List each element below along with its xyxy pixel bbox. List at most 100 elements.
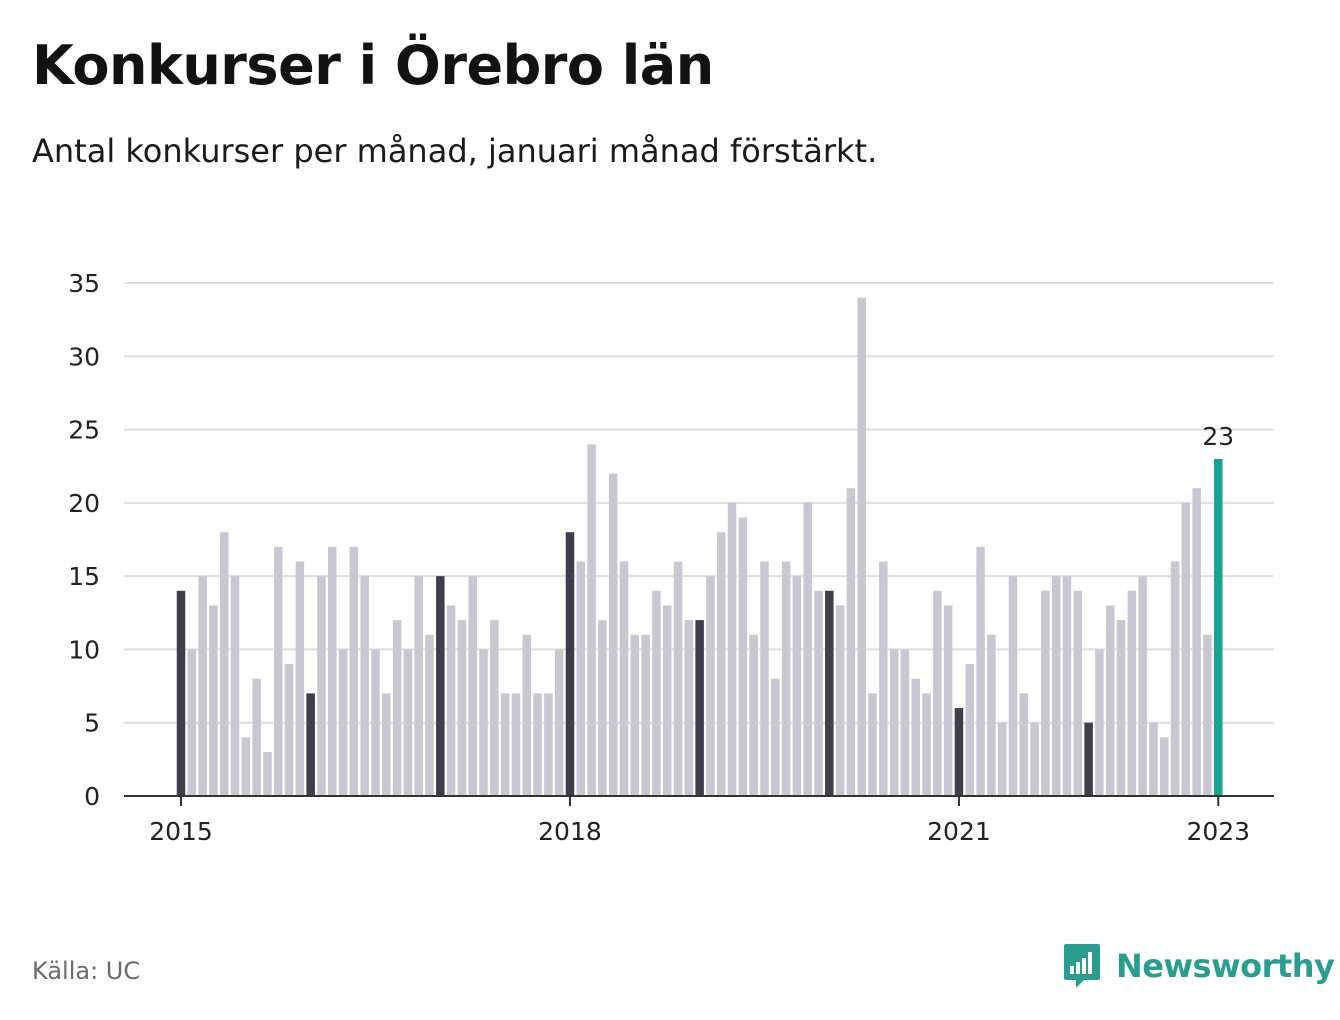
bar	[414, 576, 423, 796]
bar	[879, 561, 888, 796]
y-tick-label: 10	[68, 635, 100, 664]
bar	[317, 576, 326, 796]
bar	[230, 576, 240, 796]
bar	[446, 605, 456, 796]
bar	[781, 561, 791, 796]
bar	[846, 488, 856, 796]
bar	[1105, 605, 1115, 796]
bar	[965, 664, 975, 796]
chart-subtitle: Antal konkurser per månad, januari månad…	[32, 132, 878, 170]
bar-january	[176, 590, 186, 796]
bar	[619, 561, 629, 796]
bar-january	[306, 693, 315, 796]
y-tick-label: 15	[68, 562, 100, 591]
bar	[608, 473, 618, 796]
bar	[554, 649, 564, 796]
bar-january	[436, 576, 445, 796]
bar	[900, 649, 910, 796]
bar	[1008, 576, 1018, 796]
bar	[1160, 737, 1169, 796]
bar	[544, 693, 553, 796]
y-tick-label: 25	[68, 416, 100, 445]
bar-january	[954, 708, 964, 796]
bar	[576, 561, 586, 796]
bar	[338, 649, 348, 796]
bar	[587, 444, 596, 796]
bar	[360, 576, 369, 796]
grid-lines	[124, 282, 1274, 724]
bar	[792, 576, 802, 796]
bar	[868, 693, 877, 796]
bar	[349, 546, 359, 796]
bar	[219, 532, 229, 796]
bar	[933, 590, 942, 796]
bar	[1041, 590, 1050, 796]
bar	[500, 693, 510, 796]
x-tick-label: 2021	[927, 817, 991, 846]
brand[interactable]: Newsworthy	[1062, 942, 1335, 990]
y-tick-label: 5	[84, 709, 100, 738]
bar	[803, 502, 812, 796]
bar	[479, 649, 488, 796]
bar	[1203, 634, 1212, 796]
bar	[263, 752, 272, 796]
brand-name: Newsworthy	[1116, 947, 1335, 985]
y-tick-label: 0	[84, 782, 100, 811]
bar	[976, 546, 985, 796]
bar	[241, 737, 251, 796]
bar	[403, 649, 413, 796]
bar	[382, 693, 391, 796]
bar	[943, 605, 953, 796]
bar	[706, 576, 715, 796]
bar	[889, 649, 899, 796]
bar	[273, 546, 283, 796]
bar	[1062, 576, 1072, 796]
bar	[328, 546, 337, 796]
bar	[392, 620, 402, 796]
bar	[533, 693, 542, 796]
bar	[760, 561, 769, 796]
latest-value-label: 23	[1202, 422, 1234, 451]
bar	[1116, 620, 1126, 796]
bar	[987, 634, 996, 796]
y-tick-label: 20	[68, 489, 100, 518]
bar	[835, 605, 845, 796]
bar	[652, 590, 661, 796]
bar-january	[695, 620, 704, 796]
bar	[717, 532, 726, 796]
bar	[814, 590, 823, 796]
bar	[997, 722, 1007, 796]
bar	[771, 678, 780, 796]
source-label: Källa: UC	[32, 957, 141, 985]
bar	[684, 620, 694, 796]
bar	[1073, 590, 1083, 796]
bar	[1149, 722, 1158, 796]
bar	[371, 649, 380, 796]
bar	[511, 693, 521, 796]
bar	[1127, 590, 1137, 796]
bar	[425, 634, 434, 796]
bar-january	[825, 590, 834, 796]
bar	[1095, 649, 1104, 796]
bar	[1030, 722, 1039, 796]
bar	[468, 576, 477, 796]
bar	[1192, 488, 1201, 796]
chart-title: Konkurser i Örebro län	[32, 34, 714, 97]
bar	[727, 502, 737, 796]
bar	[187, 649, 197, 796]
bar-january	[565, 532, 575, 796]
bar	[738, 517, 748, 796]
bar	[922, 693, 931, 796]
bar	[457, 620, 467, 796]
bar	[630, 634, 640, 796]
bar	[1051, 576, 1061, 796]
bar-latest	[1214, 458, 1223, 796]
bar	[662, 605, 672, 796]
bar	[295, 561, 305, 796]
y-tick-label: 30	[68, 342, 100, 371]
bar	[598, 620, 607, 796]
bar	[1170, 561, 1180, 796]
axes: 0 5 10 15 20 25 30 35 23 2015 2018 2021 2023	[68, 269, 1274, 846]
bar	[1138, 576, 1147, 796]
